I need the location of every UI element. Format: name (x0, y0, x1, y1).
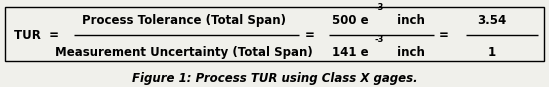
Text: Measurement Uncertainty (Total Span): Measurement Uncertainty (Total Span) (55, 46, 313, 59)
FancyBboxPatch shape (5, 7, 544, 61)
Text: -3: -3 (374, 35, 384, 44)
Text: =: = (439, 29, 449, 42)
Text: inch: inch (393, 46, 424, 59)
Text: Figure 1: Process TUR using Class X gages.: Figure 1: Process TUR using Class X gage… (132, 72, 417, 85)
Text: =: = (305, 29, 315, 42)
Text: Process Tolerance (Total Span): Process Tolerance (Total Span) (82, 14, 286, 27)
Text: 3.54: 3.54 (477, 14, 506, 27)
Text: 141 e: 141 e (332, 46, 369, 59)
Text: 500 e: 500 e (332, 14, 369, 27)
Text: 1: 1 (488, 46, 495, 59)
Text: TUR  =: TUR = (14, 29, 59, 42)
Text: -3: -3 (374, 3, 384, 12)
Text: inch: inch (393, 14, 424, 27)
